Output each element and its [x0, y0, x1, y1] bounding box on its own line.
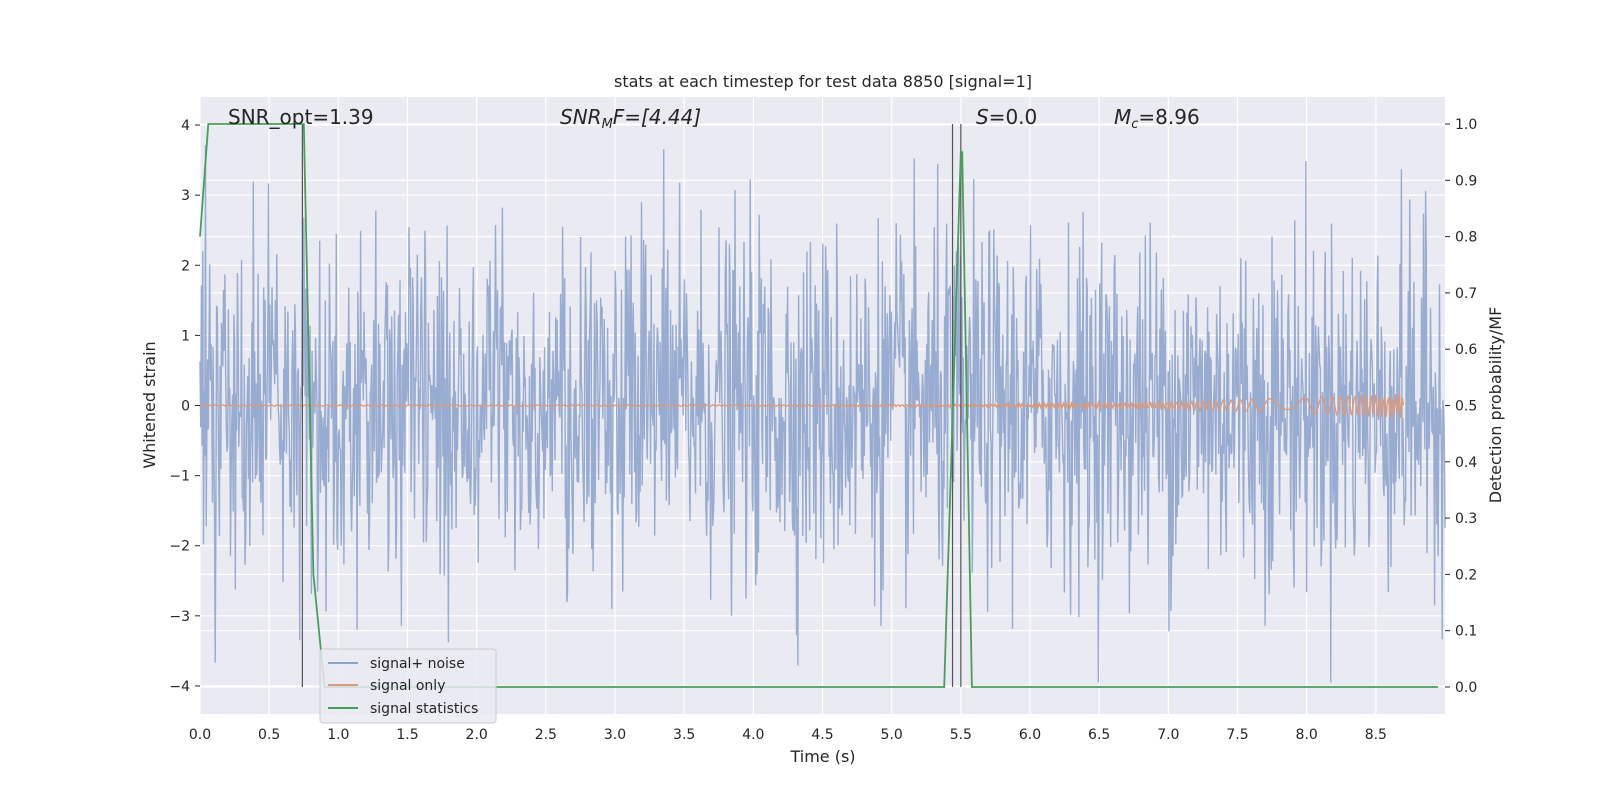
y-tick-label: 3: [181, 188, 190, 204]
x-tick-label: 2.0: [466, 727, 488, 743]
x-tick-label: 5.0: [881, 727, 903, 743]
y-axis-ticks-right: 1.0 0.9 0.8 0.7 0.6 0.5 0.4 0.3 0.2 0.1 0.0: [1445, 117, 1477, 696]
y-right-tick-label: 0.3: [1455, 511, 1477, 527]
x-tick-label: 6.5: [1088, 727, 1110, 743]
chart-title: stats at each timestep for test data 885…: [614, 72, 1032, 91]
x-tick-label: 7.0: [1157, 727, 1179, 743]
x-tick-label: 8.5: [1365, 727, 1387, 743]
y-right-tick-label: 0.8: [1455, 230, 1477, 246]
annotation-mc: Mc=8.96: [1114, 105, 1200, 132]
legend-box: [319, 648, 497, 724]
series-signal-noise: [199, 145, 1446, 683]
y-tick-label: −4: [169, 679, 190, 695]
legend: signal+ noise signal only signal statist…: [319, 648, 497, 724]
y-axis-label-right: Detection probability/MF: [1486, 307, 1505, 504]
y-tick-label: −1: [169, 469, 190, 485]
y-tick-label: −3: [169, 609, 190, 625]
mc-base: M: [1114, 105, 1131, 129]
y-right-tick-label: 0.1: [1455, 624, 1477, 640]
annotation-snr-opt: SNR_opt=1.39: [228, 105, 374, 129]
x-tick-label: 1.0: [327, 727, 349, 743]
x-tick-label: 6.0: [1019, 727, 1041, 743]
y-axis-ticks-left: 4 3 2 1 0 −1 −2 −3 −4: [169, 118, 200, 695]
x-tick-label: 8.0: [1296, 727, 1318, 743]
x-tick-label: 7.5: [1226, 727, 1248, 743]
y-tick-label: 0: [181, 399, 190, 415]
s-rest: =0.0: [989, 105, 1038, 129]
snr-mf-rest: F=[4.44]: [613, 105, 701, 129]
x-tick-label: 4.0: [742, 727, 764, 743]
x-tick-label: 0.5: [258, 727, 280, 743]
y-right-tick-label: 0.6: [1455, 342, 1477, 358]
y-tick-label: 2: [181, 258, 190, 274]
x-tick-label: 3.5: [673, 727, 695, 743]
y-right-tick-label: 0.4: [1455, 455, 1477, 471]
x-tick-label: 1.5: [396, 727, 418, 743]
x-tick-label: 3.0: [604, 727, 626, 743]
signal-only-line: [199, 393, 1405, 419]
y-right-tick-label: 1.0: [1455, 117, 1477, 133]
annotation-s: S=0.0: [976, 105, 1037, 129]
y-tick-label: −2: [169, 539, 190, 555]
legend-label-signal-only: signal only: [370, 678, 445, 694]
snr-mf-base: SNR: [560, 105, 602, 129]
legend-label-signal-noise: signal+ noise: [370, 656, 465, 672]
snr-mf-sub: M: [602, 117, 613, 132]
y-tick-label: 1: [181, 328, 190, 344]
signal-noise-line: [199, 145, 1446, 683]
annotation-snr-mf: SNRMF=[4.44]: [560, 105, 701, 132]
x-tick-label: 4.5: [811, 727, 833, 743]
y-right-tick-label: 0.9: [1455, 173, 1477, 189]
x-tick-label: 0.0: [189, 727, 211, 743]
y-right-tick-label: 0.0: [1455, 680, 1477, 696]
mc-sub: c: [1131, 117, 1138, 132]
x-axis-ticks: 0.0 0.5 1.0 1.5 2.0 2.5 3.0 3.5 4.0 4.5 5.0 5.5 6.0 6…: [189, 727, 1387, 743]
mc-rest: =8.96: [1138, 105, 1199, 129]
series-signal-only: [199, 393, 1405, 419]
legend-label-signal-statistics: signal statistics: [370, 701, 478, 717]
x-axis-label: Time (s): [789, 747, 855, 766]
y-right-tick-label: 0.2: [1455, 567, 1477, 583]
x-tick-label: 5.5: [950, 727, 972, 743]
y-right-tick-label: 0.7: [1455, 286, 1477, 302]
y-tick-label: 4: [181, 118, 190, 134]
x-tick-label: 2.5: [535, 727, 557, 743]
y-axis-label-left: Whitened strain: [140, 341, 159, 468]
y-right-tick-label: 0.5: [1455, 399, 1477, 415]
s-base: S: [976, 105, 989, 129]
